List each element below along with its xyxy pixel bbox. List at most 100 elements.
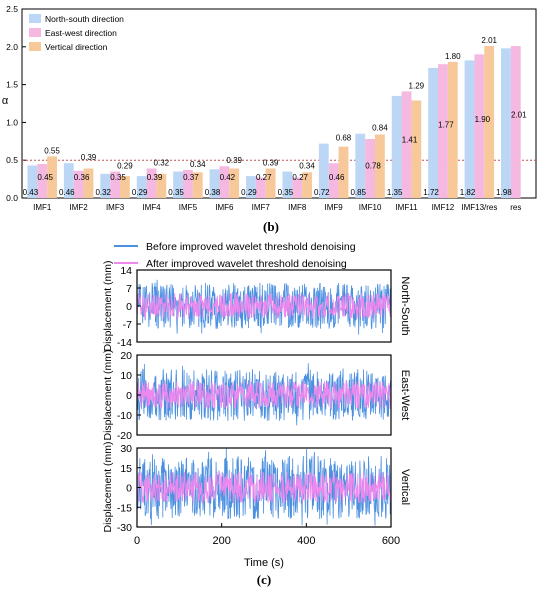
bar: [391, 95, 402, 198]
bar: [338, 146, 349, 198]
time-axis-label: Time (s): [244, 557, 284, 569]
data-label-middle: 1.41: [402, 135, 418, 144]
bar: [83, 168, 94, 198]
x-tick-label: IMF13/res: [461, 203, 497, 212]
legend-label-vertical: Vertical direction: [45, 42, 108, 52]
bar-chart-data-labels: 0.55 0.45 0.43 0.39 0.36 0.46 0.29 0.35 0.32 0.32…: [23, 36, 528, 197]
data-label-middle: 0.78: [365, 162, 381, 171]
line-after-denoising: [137, 292, 392, 320]
legend-swatch-north-south: [29, 14, 41, 23]
bar-chart-y-ticks: 0.0 0.5 1.0 1.5 2.0 2.5: [6, 4, 26, 203]
x-tick-label: IMF7: [252, 203, 271, 212]
data-label-above: 0.84: [372, 124, 388, 133]
panel-title-north-south: North-South: [399, 276, 411, 335]
legend-label-north-south: North-south direction: [45, 14, 124, 24]
bar: [282, 171, 293, 198]
bar: [355, 133, 366, 198]
y-tick-label: 14: [120, 265, 132, 277]
data-label-middle: 0.42: [220, 173, 236, 182]
y-axis-label-north-south: Displacement (mm): [102, 260, 114, 351]
bar-chart-x-ticks: IMF1 IMF2 IMF3 IMF4 IMF5 IMF6 IMF7 IMF8 IMF9 IMF1…: [33, 203, 521, 212]
x-tick-label: IMF4: [142, 203, 161, 212]
bar: [428, 67, 439, 198]
panel-label-b: (b): [263, 219, 279, 234]
data-label-bottom: 0.29: [241, 188, 257, 197]
x-tick-label: IMF12: [432, 203, 455, 212]
data-label-bottom: 1.72: [423, 188, 439, 197]
bar: [183, 170, 193, 198]
y-tick-label: 0.5: [6, 155, 18, 165]
panel-label-c: (c): [257, 572, 271, 587]
data-label-above: 0.34: [190, 160, 206, 169]
panel-east-west: 20 10 0 -10 -20 East-West Displacement (mm): [102, 349, 411, 442]
bar: [318, 143, 329, 198]
bar: [474, 54, 485, 198]
data-label-bottom: 0.85: [350, 188, 366, 197]
bar: [119, 176, 130, 198]
bar: [501, 48, 511, 199]
bar: [374, 134, 385, 198]
legend-label-east-west: East-west direction: [45, 28, 117, 38]
data-label-middle: 0.37: [183, 173, 199, 182]
data-label-above: 1.80: [445, 52, 461, 61]
panel-north-south: 14 7 0 -7 -14 North-South Displacement (mm): [102, 260, 411, 351]
bar: [100, 173, 111, 198]
data-label-bottom: 0.35: [168, 188, 184, 197]
bar: [192, 172, 203, 198]
bar: [302, 172, 312, 198]
y-tick-label: 10: [120, 370, 132, 382]
bar: [246, 176, 256, 198]
data-label-above: 0.29: [117, 162, 133, 171]
y-tick-label: 0: [126, 390, 132, 402]
x-tick-label: IMF3: [106, 203, 125, 212]
data-label-middle: 1.77: [438, 120, 454, 129]
bar: [265, 168, 276, 198]
bar: [47, 156, 57, 198]
displacement-time-series: Before improved wavelet threshold denois…: [102, 241, 411, 587]
data-label-bottom: 0.43: [23, 188, 39, 197]
data-label-middle: 0.46: [329, 173, 345, 182]
time-series-legend: Before improved wavelet threshold denois…: [114, 241, 356, 270]
bar: [411, 100, 422, 198]
x-tick-label: res: [510, 203, 521, 212]
bar-chart-frame: [21, 8, 537, 199]
data-label-bottom: 1.98: [496, 188, 512, 197]
y-tick-label: 0: [126, 483, 132, 495]
y-tick-label: 20: [120, 350, 132, 362]
y-tick-label: 15: [120, 463, 132, 475]
x-tick-label: IMF5: [179, 203, 198, 212]
y-ticks-east-west: 20 10 0 -10 -20: [117, 350, 141, 442]
data-label-bottom: 0.46: [59, 188, 75, 197]
y-ticks-vertical: 30 15 0 -15 -30: [117, 443, 141, 534]
bar: [27, 165, 38, 198]
series-vertical: [136, 448, 392, 526]
data-label-bottom: 0.29: [132, 188, 148, 197]
bar: [484, 46, 495, 198]
data-label-middle: 2.01: [511, 110, 527, 119]
y-tick-label: 0.0: [6, 193, 18, 203]
y-tick-label: -7: [123, 319, 132, 331]
line-after-denoising: [136, 380, 392, 410]
data-label-above: 0.39: [263, 159, 279, 168]
bar-chart-y-axis-label: α: [2, 95, 9, 107]
data-label-bottom: 0.38: [205, 188, 221, 197]
y-tick-label: -15: [117, 502, 132, 514]
x-tick-label: IMF8: [288, 203, 307, 212]
data-label-middle: 0.27: [256, 173, 272, 182]
y-tick-label: 30: [120, 443, 132, 455]
bar: [229, 168, 240, 198]
bar: [110, 171, 120, 198]
data-label-above: 0.68: [336, 134, 352, 143]
data-label-middle: 1.90: [475, 115, 491, 124]
y-ticks-north-south: 14 7 0 -7 -14: [117, 265, 141, 349]
bar: [510, 46, 521, 198]
bar: [146, 168, 157, 198]
y-tick-label: 1.0: [6, 117, 18, 127]
legend-swatch-east-west: [29, 28, 41, 37]
series-east-west: [136, 363, 392, 426]
data-label-above: 0.39: [81, 153, 97, 162]
data-label-middle: 0.39: [147, 173, 163, 182]
bar: [464, 60, 475, 198]
data-label-bottom: 0.32: [95, 188, 111, 197]
